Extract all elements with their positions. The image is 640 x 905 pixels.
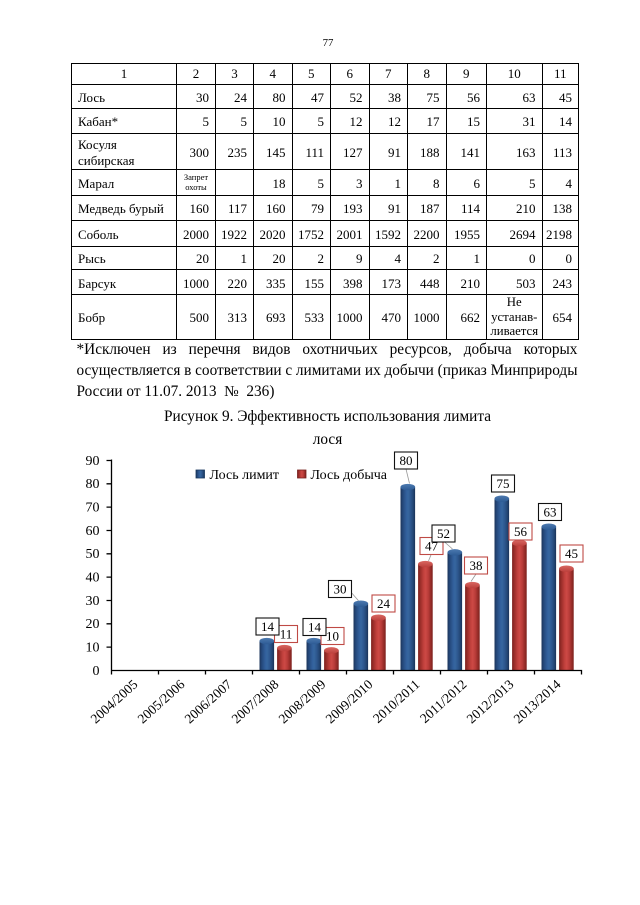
svg-text:75: 75: [497, 476, 510, 491]
svg-text:2007/2008: 2007/2008: [229, 676, 282, 726]
svg-text:Лось добыча: Лось добыча: [311, 468, 388, 483]
svg-text:2005/2006: 2005/2006: [135, 676, 188, 726]
svg-text:2010/2011: 2010/2011: [370, 677, 423, 726]
svg-text:45: 45: [565, 546, 578, 561]
svg-text:30: 30: [334, 582, 347, 597]
svg-text:40: 40: [86, 570, 100, 585]
svg-text:2011/2012: 2011/2012: [417, 677, 470, 726]
svg-text:70: 70: [86, 500, 100, 515]
svg-text:2013/2014: 2013/2014: [511, 676, 564, 726]
svg-text:52: 52: [437, 526, 450, 541]
svg-text:80: 80: [86, 477, 100, 492]
svg-text:11: 11: [280, 627, 293, 642]
svg-text:50: 50: [86, 547, 100, 562]
svg-text:10: 10: [86, 640, 100, 655]
svg-text:10: 10: [326, 629, 339, 644]
svg-text:24: 24: [377, 596, 391, 611]
svg-text:2012/2013: 2012/2013: [464, 676, 517, 726]
svg-text:80: 80: [400, 453, 413, 468]
svg-text:Лось лимит: Лось лимит: [210, 468, 280, 483]
svg-text:2006/2007: 2006/2007: [182, 676, 235, 726]
svg-text:14: 14: [308, 620, 322, 635]
svg-text:2008/2009: 2008/2009: [276, 676, 329, 726]
svg-text:30: 30: [86, 594, 100, 609]
svg-text:2009/2010: 2009/2010: [323, 676, 376, 726]
svg-text:90: 90: [86, 454, 100, 469]
svg-text:0: 0: [93, 664, 100, 679]
svg-text:2004/2005: 2004/2005: [88, 676, 141, 726]
svg-text:63: 63: [544, 505, 557, 520]
svg-text:60: 60: [86, 524, 100, 539]
svg-text:38: 38: [470, 558, 483, 573]
svg-text:20: 20: [86, 617, 100, 632]
svg-text:14: 14: [261, 619, 275, 634]
svg-text:56: 56: [514, 524, 528, 539]
